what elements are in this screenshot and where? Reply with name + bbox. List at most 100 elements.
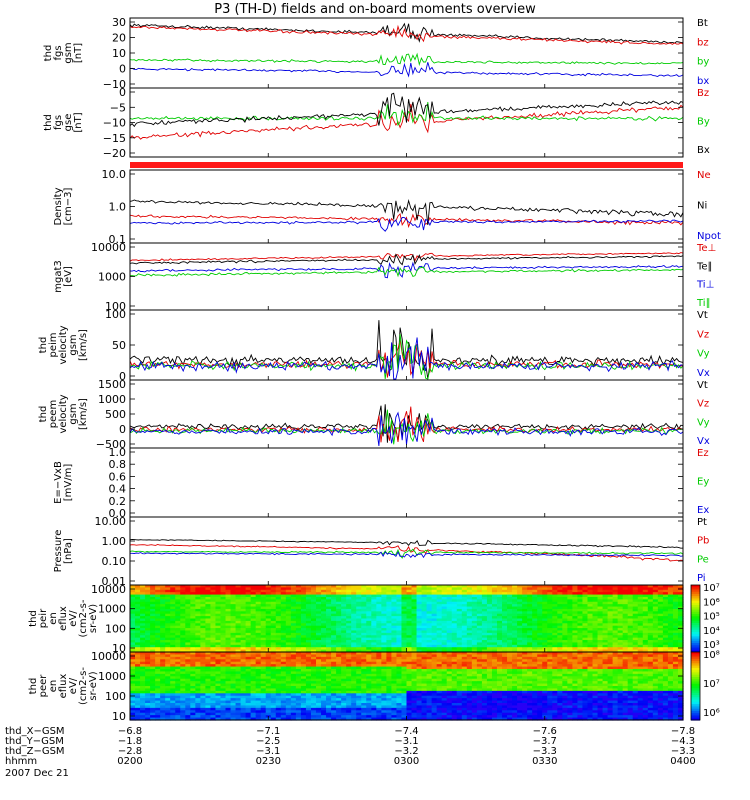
spectrogram-cell xyxy=(275,688,282,692)
spectrogram-cell xyxy=(130,707,136,711)
spectrogram-cell xyxy=(321,666,327,670)
spectrogram-cell xyxy=(471,618,478,622)
spectrogram-cell xyxy=(341,592,347,596)
spectrogram-cell xyxy=(300,640,307,644)
spectrogram-cell xyxy=(446,640,453,644)
spectrogram-cell xyxy=(255,628,262,632)
spectrogram-cell xyxy=(260,681,267,685)
spectrogram-cell xyxy=(366,642,372,646)
spectrogram-cell xyxy=(411,703,418,707)
spectrogram-cell xyxy=(517,608,523,612)
spectrogram-cell xyxy=(255,669,262,673)
spectrogram-cell xyxy=(672,585,679,588)
spectrogram-cell xyxy=(230,705,237,709)
spectrogram-cell xyxy=(260,676,267,680)
spectrogram-cell xyxy=(592,604,599,608)
spectrogram-cell xyxy=(200,585,207,588)
spectrogram-cell xyxy=(185,589,191,593)
spectrogram-cell xyxy=(321,649,327,653)
spectrogram-cell xyxy=(391,664,398,668)
spectrogram-cell xyxy=(255,715,262,719)
spectrogram-cell xyxy=(185,649,191,653)
spectrogram-cell xyxy=(326,616,332,620)
spectrogram-cell xyxy=(491,620,498,624)
spectrogram-cell xyxy=(160,698,166,702)
spectrogram-cell xyxy=(376,623,382,627)
spectrogram-cell xyxy=(376,669,382,673)
spectrogram-cell xyxy=(486,585,493,588)
spectrogram-cell xyxy=(140,616,146,620)
spectrogram-cell xyxy=(532,592,538,596)
spectrogram-cell xyxy=(235,656,242,660)
spectrogram-cell xyxy=(300,705,307,709)
spectrogram-cell xyxy=(150,712,156,716)
spectrogram-cell xyxy=(341,676,347,680)
spectrogram-cell xyxy=(547,618,553,622)
spectrogram-cell xyxy=(507,637,513,641)
spectrogram-cell xyxy=(270,594,277,598)
spectrogram-cell xyxy=(436,659,443,663)
spectrogram-cell xyxy=(140,620,146,624)
spectrogram-cell xyxy=(270,700,277,704)
spectrogram-cell xyxy=(441,623,448,627)
spectrogram-cell xyxy=(496,596,503,600)
spectrogram-cell xyxy=(255,710,262,714)
spectrogram-cell xyxy=(160,625,166,629)
spectrogram-cell xyxy=(677,585,684,588)
spectrogram-cell xyxy=(476,613,483,617)
spectrogram-cell xyxy=(607,594,614,598)
spectrogram-cell xyxy=(205,703,212,707)
spectrogram-cell xyxy=(527,640,533,644)
spectrogram-cell xyxy=(632,632,639,636)
spectrogram-cell xyxy=(165,707,171,711)
spectrogram-cell xyxy=(592,616,599,620)
spectrogram-cell xyxy=(225,688,232,692)
spectrogram-cell xyxy=(351,620,357,624)
spectrogram-cell xyxy=(537,596,543,600)
spectrogram-cell xyxy=(326,683,332,687)
spectrogram-cell xyxy=(662,625,669,629)
spectrogram-cell xyxy=(632,604,639,608)
spectrogram-cell xyxy=(331,613,337,617)
spectrogram-cell xyxy=(135,661,141,665)
spectrogram-cell xyxy=(391,613,398,617)
spectrogram-cell xyxy=(185,703,191,707)
spectrogram-cell xyxy=(265,659,272,663)
spectrogram-cell xyxy=(436,654,443,658)
spectrogram-cell xyxy=(461,632,468,636)
spectrogram-cell xyxy=(421,661,428,665)
spectrogram-cell xyxy=(300,625,307,629)
spectrogram-cell xyxy=(346,690,352,694)
spectrogram-cell xyxy=(401,642,408,646)
spectrogram-cell xyxy=(250,613,257,617)
spectrogram-cell xyxy=(160,681,166,685)
spectrogram-cell xyxy=(260,652,267,656)
spectrogram-cell xyxy=(421,707,428,711)
spectrogram-cell xyxy=(371,644,377,648)
spectrogram-cell xyxy=(225,647,232,651)
spectrogram-cell xyxy=(396,601,403,605)
spectrogram-cell xyxy=(517,596,523,600)
spectrogram-cell xyxy=(230,611,237,615)
spectrogram-cell xyxy=(607,635,614,639)
spectrogram-cell xyxy=(466,606,473,610)
spectrogram-cell xyxy=(275,661,282,665)
spectrogram-cell xyxy=(456,656,463,660)
spectrogram-cell xyxy=(205,683,212,687)
spectrogram-cell xyxy=(632,649,639,653)
spectrogram-cell xyxy=(537,604,543,608)
spectrogram-cell xyxy=(411,707,418,711)
spectrogram-cell xyxy=(295,683,302,687)
spectrogram-cell xyxy=(170,676,176,680)
spectrogram-cell xyxy=(200,601,207,605)
spectrogram-cell xyxy=(210,604,217,608)
colorbar-tick: 10⁴ xyxy=(703,626,720,637)
spectrogram-cell xyxy=(130,671,136,675)
spectrogram-cell xyxy=(230,640,237,644)
spectrogram-cell xyxy=(552,647,558,651)
spectrogram-cell xyxy=(491,604,498,608)
spectrogram-cell xyxy=(165,688,171,692)
spectrogram-cell xyxy=(255,686,262,690)
spectrogram-cell xyxy=(140,635,146,639)
colorbar-step xyxy=(691,647,700,651)
